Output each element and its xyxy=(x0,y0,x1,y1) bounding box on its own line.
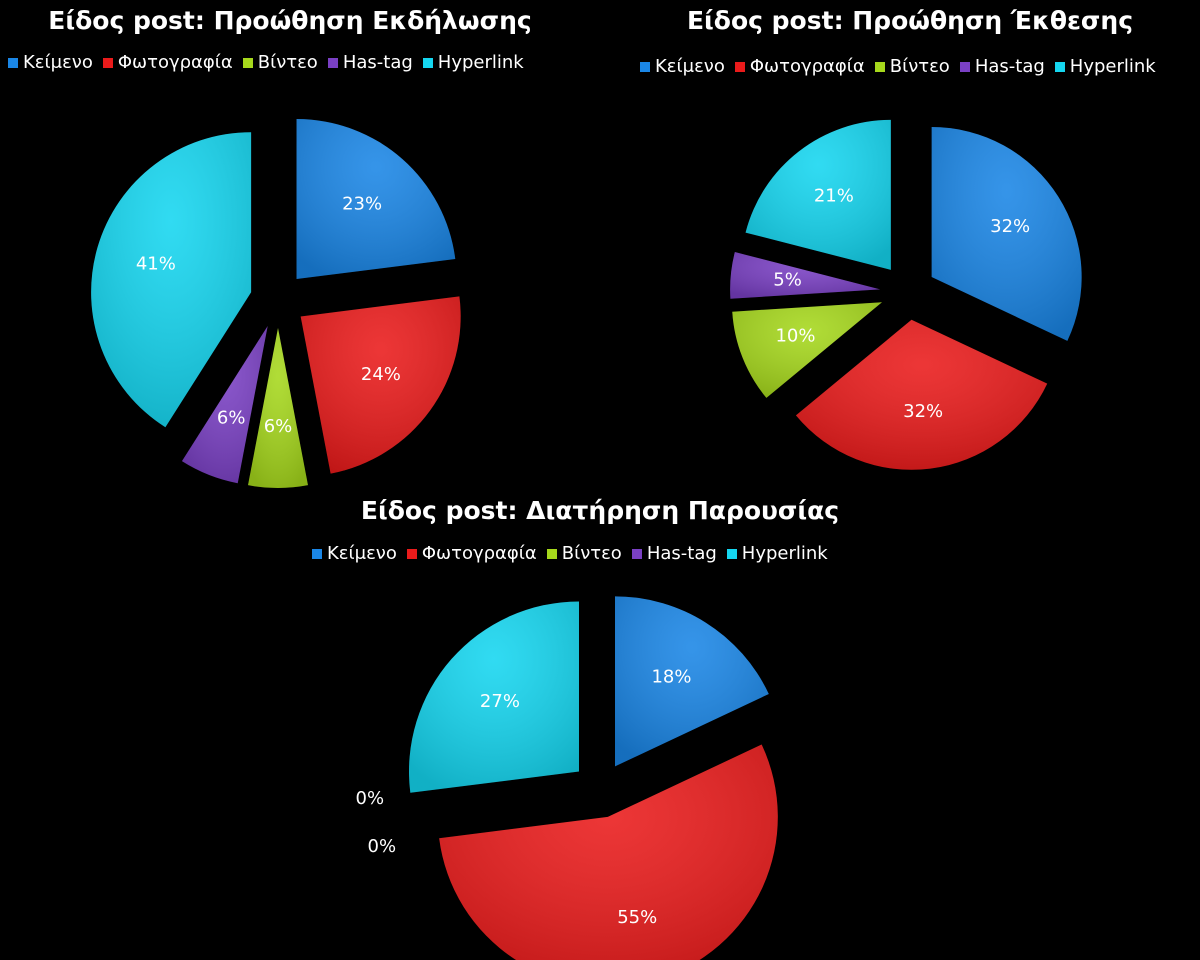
data-label: 23% xyxy=(342,194,382,215)
legend-item: Βίντεο xyxy=(242,52,318,73)
chart-title-1: Είδος post: Προώθηση Εκδήλωσης xyxy=(48,6,532,35)
legend-3: Κείμενο Φωτογραφία Βίντεο Has-tag Hyperl… xyxy=(312,543,828,564)
legend-swatch xyxy=(640,61,650,72)
legend-label: Φωτογραφία xyxy=(749,56,865,77)
data-label: 10% xyxy=(775,326,815,347)
data-label: 32% xyxy=(903,401,943,422)
legend-1: Κείμενο Φωτογραφία Βίντεο Has-tag Hyperl… xyxy=(8,52,524,73)
slice-shading xyxy=(181,326,268,484)
legend-item: Κείμενο xyxy=(312,543,397,564)
data-label: 5% xyxy=(773,270,802,291)
data-label: 32% xyxy=(990,216,1030,237)
data-label: 21% xyxy=(814,185,854,206)
pie-chart-3: 18% 55% 0% 0% 27% xyxy=(356,596,778,960)
legend-2: Κείμενο Φωτογραφία Βίντεο Has-tag Hyperl… xyxy=(640,56,1156,77)
legend-item: Φωτογραφία xyxy=(102,52,233,73)
legend-swatch xyxy=(874,61,885,72)
legend-swatch xyxy=(422,57,433,68)
legend-swatch xyxy=(327,57,338,68)
legend-item: Has-tag xyxy=(959,56,1045,77)
chart-title-2: Είδος post: Προώθηση Έκθεσης xyxy=(686,6,1134,35)
legend-label: Βίντεο xyxy=(257,52,318,73)
legend-item: Βίντεο xyxy=(546,543,622,564)
legend-swatch xyxy=(546,548,557,559)
legend-swatch xyxy=(1054,61,1065,72)
legend-label: Κείμενο xyxy=(327,543,397,564)
legend-item: Has-tag xyxy=(327,52,413,73)
data-label: 41% xyxy=(136,254,176,275)
legend-swatch xyxy=(8,57,18,68)
slice-shading xyxy=(91,132,252,428)
legend-item: Κείμενο xyxy=(640,56,725,77)
legend-label: Hyperlink xyxy=(741,543,828,564)
legend-item: Hyperlink xyxy=(1054,56,1156,77)
data-label: 24% xyxy=(361,364,401,385)
slice-shading xyxy=(248,328,308,488)
data-label: 27% xyxy=(480,691,520,712)
legend-swatch xyxy=(102,57,113,68)
legend-item: Φωτογραφία xyxy=(406,543,537,564)
slice-shading xyxy=(439,744,778,960)
legend-item: Hyperlink xyxy=(726,543,828,564)
legend-label: Has-tag xyxy=(974,56,1045,77)
slice-shading xyxy=(795,319,1048,470)
legend-item: Κείμενο xyxy=(8,52,93,73)
legend-swatch xyxy=(631,548,642,559)
legend-label: Φωτογραφία xyxy=(421,543,537,564)
legend-swatch xyxy=(312,548,322,559)
legend-label: Has-tag xyxy=(342,52,413,73)
data-label: 6% xyxy=(264,416,293,437)
data-label: 6% xyxy=(217,407,246,428)
legend-item: Φωτογραφία xyxy=(734,56,865,77)
legend-label: Φωτογραφία xyxy=(117,52,233,73)
pie-chart-2: 32% 32% 10% 5% 21% xyxy=(730,119,1082,470)
slice-shading xyxy=(408,601,579,793)
slice-shading xyxy=(300,296,461,474)
legend-label: Βίντεο xyxy=(561,543,622,564)
legend-label: Κείμενο xyxy=(23,52,93,73)
slice-shading xyxy=(730,252,881,299)
legend-swatch xyxy=(726,548,737,559)
data-label: 0% xyxy=(368,836,397,857)
pie-chart-1: 23% 24% 6% 6% 41% xyxy=(91,118,461,488)
legend-swatch xyxy=(959,61,970,72)
legend-label: Hyperlink xyxy=(1069,56,1156,77)
chart-title-3: Είδος post: Διατήρηση Παρουσίας xyxy=(360,496,840,525)
slice-shading xyxy=(296,118,456,279)
slice-shading xyxy=(931,126,1082,341)
data-label: 55% xyxy=(617,907,657,928)
data-label: 0% xyxy=(356,788,385,809)
data-label: 18% xyxy=(651,666,691,687)
slice-shading xyxy=(732,302,882,398)
legend-swatch xyxy=(242,57,253,68)
legend-swatch xyxy=(734,61,745,72)
legend-swatch xyxy=(406,548,417,559)
legend-item: Has-tag xyxy=(631,543,717,564)
legend-item: Βίντεο xyxy=(874,56,950,77)
legend-label: Βίντεο xyxy=(889,56,950,77)
legend-label: Hyperlink xyxy=(437,52,524,73)
legend-label: Κείμενο xyxy=(655,56,725,77)
slice-shading xyxy=(745,119,891,270)
slice-shading xyxy=(615,596,769,767)
legend-label: Has-tag xyxy=(646,543,717,564)
legend-item: Hyperlink xyxy=(422,52,524,73)
